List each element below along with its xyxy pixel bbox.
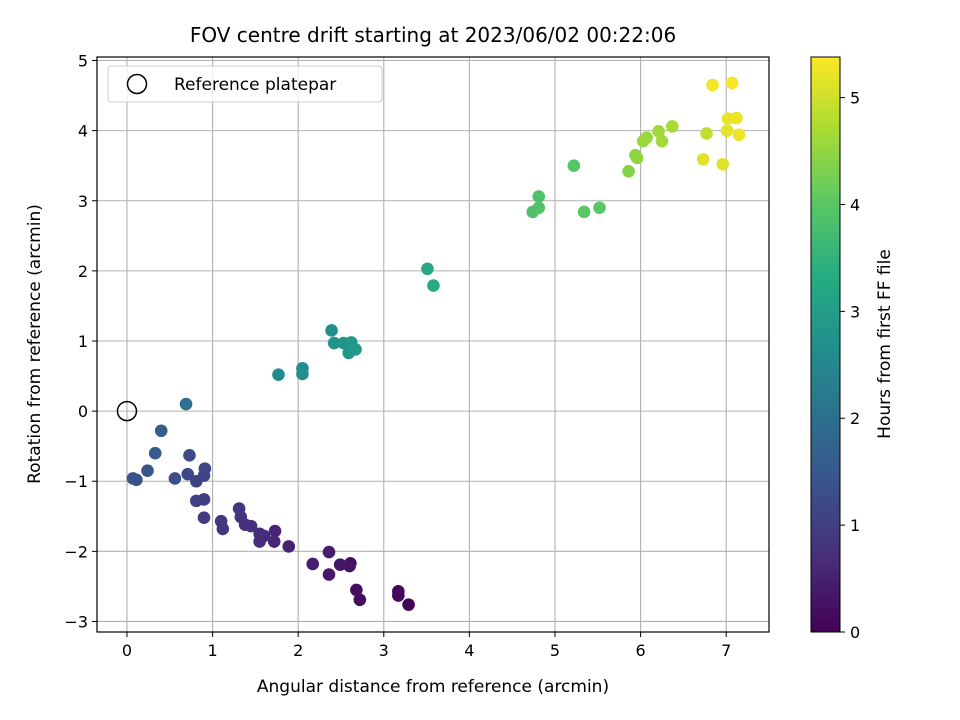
data-point: [652, 125, 665, 138]
data-point: [716, 157, 730, 171]
data-point: [322, 568, 336, 581]
colorbar-tick-label: 0: [850, 623, 860, 642]
data-point: [268, 524, 282, 538]
data-point: [349, 343, 362, 356]
colorbar-gradient: [810, 56, 841, 633]
data-point: [532, 201, 546, 215]
data-point: [532, 190, 546, 203]
colorbar-tick-label: 2: [850, 409, 860, 428]
data-point: [282, 540, 296, 553]
data-point: [350, 583, 363, 597]
data-point: [732, 128, 746, 142]
y-tick-label: 4: [78, 122, 88, 141]
legend-entry: Reference platepar: [174, 75, 336, 95]
data-point: [696, 153, 710, 166]
y-axis-ticks: −3 −2 −1 0 1 2 3 4 5: [64, 52, 97, 631]
data-point: [126, 472, 140, 485]
x-tick-label: 3: [379, 641, 389, 660]
data-point: [272, 368, 285, 381]
data-point: [267, 535, 281, 548]
data-point: [665, 120, 679, 133]
data-point: [427, 279, 440, 292]
data-point: [730, 111, 743, 125]
y-tick-label: 0: [78, 402, 88, 421]
data-point: [402, 598, 415, 611]
data-point: [353, 593, 367, 607]
data-point: [622, 164, 635, 178]
colorbar-tick-label: 5: [850, 89, 860, 108]
y-tick-label: −1: [64, 472, 88, 491]
x-tick-label: 1: [207, 641, 217, 660]
data-point: [183, 448, 196, 462]
data-point: [296, 362, 309, 375]
y-tick-label: −3: [64, 612, 88, 631]
data-points: [126, 76, 746, 611]
data-point: [232, 502, 246, 515]
x-axis-label: Angular distance from reference (arcmin): [257, 677, 609, 697]
data-point: [168, 472, 182, 485]
colorbar-tick-label: 1: [850, 516, 860, 535]
reference-marker: [116, 400, 138, 422]
legend-box: [107, 65, 383, 103]
data-point: [148, 446, 162, 460]
data-point: [141, 464, 154, 478]
y-axis-label: Rotation from reference (arcmin): [25, 204, 45, 484]
legend: Reference platepar: [107, 65, 383, 103]
x-axis-ticks: 0 1 2 3 4 5 6 7: [122, 632, 731, 660]
reference-point-icon: [116, 400, 138, 422]
data-point: [725, 76, 739, 90]
data-point: [577, 205, 591, 219]
data-point: [333, 558, 347, 571]
data-point: [700, 127, 713, 140]
y-tick-label: −2: [64, 542, 88, 561]
colorbar: 0 1 2 3 4 5 Hours from first FF file: [810, 56, 895, 642]
y-tick-label: 2: [78, 262, 88, 281]
data-point: [392, 589, 405, 602]
legend-marker-icon: [126, 73, 148, 95]
data-point: [327, 336, 341, 350]
y-tick-label: 5: [78, 52, 88, 71]
data-point: [343, 559, 356, 573]
x-tick-label: 5: [550, 641, 560, 660]
colorbar-ticks: 0 1 2 3 4 5: [840, 89, 860, 642]
chart-title: FOV centre drift starting at 2023/06/02 …: [190, 23, 676, 47]
data-point: [567, 159, 581, 172]
data-point: [253, 527, 266, 541]
y-tick-label: 3: [78, 192, 88, 211]
data-point: [322, 545, 336, 559]
data-point: [181, 467, 195, 481]
colorbar-label: Hours from first FF file: [875, 249, 895, 439]
data-point: [706, 78, 719, 92]
data-point: [197, 511, 211, 525]
data-point: [214, 514, 228, 528]
x-tick-label: 6: [635, 641, 645, 660]
data-point: [325, 324, 338, 337]
x-tick-label: 2: [293, 641, 303, 660]
x-tick-label: 7: [721, 641, 731, 660]
data-point: [421, 262, 434, 276]
data-point: [655, 134, 669, 148]
colorbar-tick-label: 4: [850, 195, 860, 214]
x-tick-label: 4: [464, 641, 474, 660]
data-point: [640, 131, 653, 144]
colorbar-tick-label: 3: [850, 302, 860, 321]
data-point: [720, 124, 734, 137]
y-tick-label: 1: [78, 332, 88, 351]
data-point: [593, 201, 606, 215]
data-point: [179, 397, 193, 411]
grid-lines: [97, 57, 769, 632]
data-point: [306, 557, 320, 571]
data-point: [190, 494, 203, 508]
data-point: [154, 424, 168, 438]
data-point: [198, 462, 212, 475]
x-tick-label: 0: [122, 641, 132, 660]
plot-frame: [96, 56, 770, 633]
data-point: [630, 151, 644, 165]
